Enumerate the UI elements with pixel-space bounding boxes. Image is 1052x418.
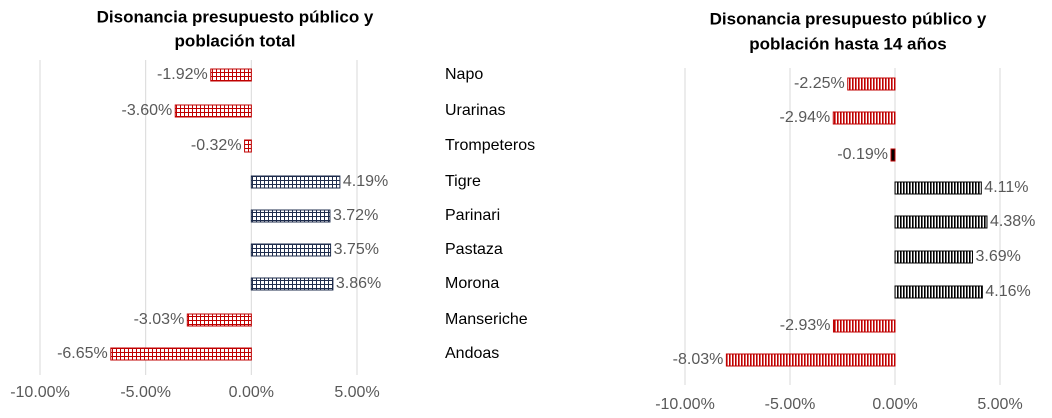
value-label: -6.65%: [57, 345, 108, 362]
value-label: 3.75%: [334, 241, 379, 258]
value-label: -2.25%: [794, 75, 845, 92]
category-label: Manseriche: [445, 311, 528, 328]
category-label: Parinari: [445, 207, 500, 224]
value-label: 4.11%: [984, 179, 1028, 196]
value-label: 4.19%: [343, 173, 388, 190]
bar: [894, 181, 982, 195]
value-label: -0.32%: [191, 137, 242, 154]
value-label: 3.72%: [333, 207, 378, 224]
chart-title: Disonancia presupuesto público y: [710, 9, 987, 28]
x-tick-label: 5.00%: [334, 384, 379, 401]
category-label: Pastaza: [445, 241, 503, 258]
category-label: Urarinas: [445, 102, 505, 119]
category-label: Andoas: [445, 345, 499, 362]
chart-title: Disonancia presupuesto público y: [97, 7, 374, 26]
category-label: Tigre: [445, 173, 481, 190]
value-label: -2.94%: [780, 109, 831, 126]
bar: [832, 319, 896, 333]
x-tick-label: -10.00%: [10, 384, 70, 401]
bar: [894, 215, 988, 229]
bar: [890, 148, 896, 162]
x-tick-label: -5.00%: [765, 396, 816, 413]
bar: [894, 285, 983, 299]
value-label: -1.92%: [157, 66, 208, 83]
value-label: -3.60%: [122, 102, 173, 119]
bar: [186, 313, 252, 327]
bar: [250, 175, 341, 189]
bar: [894, 250, 973, 264]
value-label: 3.86%: [336, 275, 381, 292]
value-label: -0.19%: [837, 146, 888, 163]
bar: [250, 277, 334, 291]
value-label: -2.93%: [780, 317, 831, 334]
value-label: 4.16%: [985, 283, 1030, 300]
category-label: Trompeteros: [445, 137, 535, 154]
bar: [725, 353, 896, 367]
category-label: Napo: [445, 66, 483, 83]
x-tick-label: -5.00%: [120, 384, 171, 401]
category-label: Morona: [445, 275, 499, 292]
bar: [174, 104, 252, 118]
value-label: 4.38%: [990, 213, 1035, 230]
value-label: -8.03%: [673, 351, 724, 368]
bar: [832, 111, 896, 125]
bar: [250, 243, 332, 257]
bar: [210, 68, 252, 82]
x-tick-label: 5.00%: [977, 396, 1022, 413]
bar: [847, 77, 896, 91]
bar: [250, 209, 331, 223]
chart-title: población hasta 14 años: [749, 34, 946, 53]
bar: [110, 347, 252, 361]
bar: [244, 139, 252, 153]
x-tick-label: 0.00%: [872, 396, 917, 413]
value-label: -3.03%: [134, 311, 185, 328]
chart-title: población total: [175, 31, 296, 50]
x-tick-label: 0.00%: [229, 384, 274, 401]
value-label: 3.69%: [975, 248, 1020, 265]
x-tick-label: -10.00%: [655, 396, 715, 413]
